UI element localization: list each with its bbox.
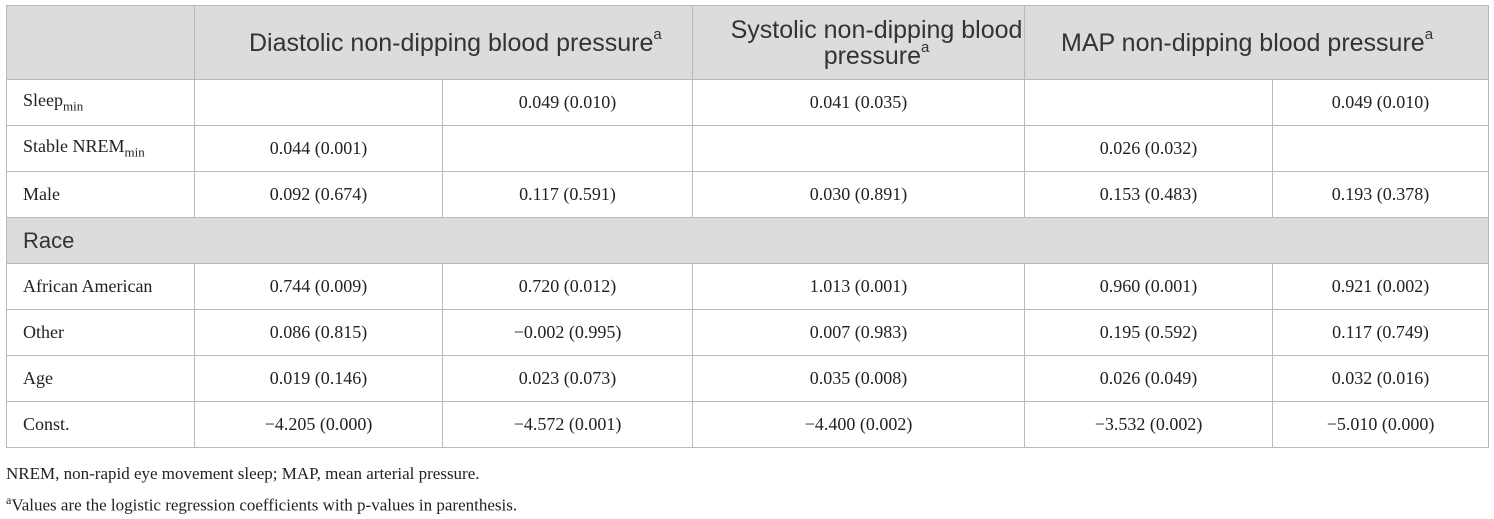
header-map-text: MAP non-dipping blood pressure <box>1061 28 1425 57</box>
table-cell: 0.195 (0.592) <box>1024 309 1274 356</box>
footnote-a: aValues are the logistic regression coef… <box>6 487 1488 519</box>
row-label: Sleepmin <box>6 79 195 126</box>
table-cell: 0.086 (0.815) <box>194 309 443 356</box>
table-cell: −4.572 (0.001) <box>441 401 694 448</box>
regression-table-container: Diastolic non-dipping blood pressurea Sy… <box>5 5 1490 519</box>
table-row-stable-nrem: Stable NREMmin 0.044 (0.001) 0.026 (0.03… <box>6 125 1490 172</box>
header-map-footnote-marker: a <box>1424 26 1434 44</box>
table-row-other: Other 0.086 (0.815) −0.002 (0.995) 0.007… <box>6 309 1490 356</box>
table-cell: −3.532 (0.002) <box>1024 401 1274 448</box>
regression-table: Diastolic non-dipping blood pressurea Sy… <box>5 5 1490 448</box>
table-cell: 0.035 (0.008) <box>692 355 1026 402</box>
table-cell: 0.041 (0.035) <box>692 79 1026 126</box>
row-label: African American <box>6 263 195 310</box>
table-cell: 1.013 (0.001) <box>692 263 1026 310</box>
row-label: Male <box>6 171 195 218</box>
table-cell: 0.007 (0.983) <box>692 309 1026 356</box>
table-cell: 0.030 (0.891) <box>692 171 1026 218</box>
footnote-abbreviations: NREM, non-rapid eye movement sleep; MAP,… <box>6 464 480 483</box>
table-cell: 0.153 (0.483) <box>1024 171 1274 218</box>
table-cell: 0.044 (0.001) <box>194 125 443 172</box>
table-cell <box>194 79 443 126</box>
table-cell: 0.117 (0.749) <box>1272 309 1490 356</box>
header-map: MAP non-dipping blood pressurea <box>1024 5 1490 80</box>
row-label: Other <box>6 309 195 356</box>
header-blank <box>6 5 195 80</box>
table-cell: 0.026 (0.049) <box>1024 355 1274 402</box>
table-section-race: Race <box>5 217 1490 264</box>
header-systolic-text: Systolic non-dipping blood pressure <box>730 15 1023 70</box>
table-cell: 0.193 (0.378) <box>1272 171 1490 218</box>
table-row-const: Const. −4.205 (0.000) −4.572 (0.001) −4.… <box>6 401 1490 448</box>
table-cell <box>441 125 694 172</box>
header-systolic-footnote-marker: a <box>920 39 930 57</box>
header-diastolic: Diastolic non-dipping blood pressurea <box>193 5 694 80</box>
table-cell: −5.010 (0.000) <box>1272 401 1490 448</box>
row-label: Const. <box>6 401 195 448</box>
header-diastolic-footnote-marker: a <box>653 26 662 44</box>
table-cell: 0.019 (0.146) <box>194 355 443 402</box>
section-label: Race <box>5 217 1490 264</box>
table-cell <box>1024 79 1274 126</box>
table-cell: 0.960 (0.001) <box>1024 263 1274 310</box>
table-row-african-american: African American 0.744 (0.009) 0.720 (0.… <box>6 263 1490 310</box>
table-footnotes: NREM, non-rapid eye movement sleep; MAP,… <box>6 460 1488 519</box>
table-cell: −4.400 (0.002) <box>692 401 1026 448</box>
table-cell: −4.205 (0.000) <box>194 401 443 448</box>
table-row-male: Male 0.092 (0.674) 0.117 (0.591) 0.030 (… <box>6 171 1490 218</box>
table-cell: 0.049 (0.010) <box>441 79 694 126</box>
table-cell: −0.002 (0.995) <box>441 309 694 356</box>
header-systolic: Systolic non-dipping blood pressurea <box>692 5 1026 80</box>
header-row: Diastolic non-dipping blood pressurea Sy… <box>6 5 1490 80</box>
table-cell <box>692 125 1026 172</box>
footnote-a-text: Values are the logistic regression coeff… <box>11 495 518 515</box>
table-cell <box>1272 125 1490 172</box>
table-cell: 0.023 (0.073) <box>441 355 694 402</box>
table-row-age: Age 0.019 (0.146) 0.023 (0.073) 0.035 (0… <box>6 355 1490 402</box>
table-row-sleep: Sleepmin 0.049 (0.010) 0.041 (0.035) 0.0… <box>6 79 1490 126</box>
table-cell: 0.921 (0.002) <box>1272 263 1490 310</box>
header-diastolic-text: Diastolic non-dipping blood pressure <box>249 28 654 57</box>
table-cell: 0.049 (0.010) <box>1272 79 1490 126</box>
row-label: Age <box>6 355 195 402</box>
table-cell: 0.744 (0.009) <box>194 263 443 310</box>
table-cell: 0.092 (0.674) <box>194 171 443 218</box>
table-cell: 0.032 (0.016) <box>1272 355 1490 402</box>
table-cell: 0.026 (0.032) <box>1024 125 1274 172</box>
footnote-a-marker: a <box>6 493 12 507</box>
table-cell: 0.117 (0.591) <box>441 171 694 218</box>
row-label: Stable NREMmin <box>6 125 195 172</box>
table-cell: 0.720 (0.012) <box>441 263 694 310</box>
